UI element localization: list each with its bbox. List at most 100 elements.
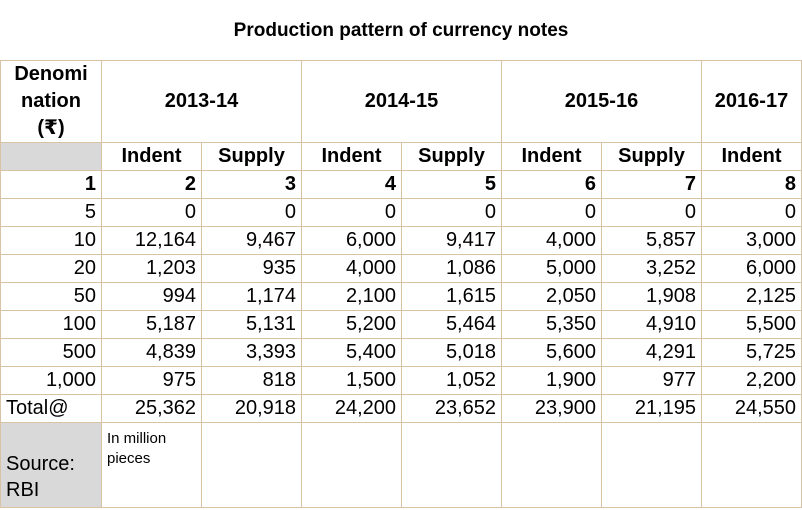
year-header-row: Denomi nation (₹) 2013-14 2014-15 2015-1… [0,60,802,143]
value-cell: 12,164 [101,226,202,255]
value-cell: 818 [201,366,302,395]
value-cell: 4,000 [301,254,402,283]
value-cell: 3,252 [601,254,702,283]
value-cell: 5,600 [501,338,602,367]
total-value-cell: 23,900 [501,394,602,423]
denomination-cell: 10 [0,226,102,255]
value-cell: 5,464 [401,310,502,339]
value-cell: 1,900 [501,366,602,395]
currency-production-table: Denomi nation (₹) 2013-14 2014-15 2015-1… [0,60,802,508]
table-row: 20 1,203 935 4,000 1,086 5,000 3,252 6,0… [0,254,802,283]
column-number: 6 [501,170,602,199]
value-cell: 0 [601,198,702,227]
value-cell: 6,000 [701,254,802,283]
subheader-supply: Supply [601,142,702,171]
denomination-cell: 100 [0,310,102,339]
value-cell: 1,086 [401,254,502,283]
source-label: Source: [6,453,75,475]
value-cell: 1,174 [201,282,302,311]
denomination-cell: 5 [0,198,102,227]
column-number: 2 [101,170,202,199]
empty-cell [401,422,502,508]
value-cell: 4,291 [601,338,702,367]
value-cell: 4,839 [101,338,202,367]
total-row: Total@ 25,362 20,918 24,200 23,652 23,90… [0,394,802,423]
total-value-cell: 24,200 [301,394,402,423]
value-cell: 1,615 [401,282,502,311]
year-header-2015-16: 2015-16 [501,60,702,143]
footer-row: Source: RBI In million pieces [0,422,802,508]
value-cell: 5,000 [501,254,602,283]
value-cell: 4,000 [501,226,602,255]
table-row: 100 5,187 5,131 5,200 5,464 5,350 4,910 … [0,310,802,339]
value-cell: 5,725 [701,338,802,367]
value-cell: 9,467 [201,226,302,255]
subheader-indent: Indent [101,142,202,171]
value-cell: 5,350 [501,310,602,339]
empty-cell [701,422,802,508]
value-cell: 5,400 [301,338,402,367]
value-cell: 0 [701,198,802,227]
value-cell: 9,417 [401,226,502,255]
value-cell: 3,393 [201,338,302,367]
empty-cell [501,422,602,508]
table-row: 1,000 975 818 1,500 1,052 1,900 977 2,20… [0,366,802,395]
value-cell: 2,200 [701,366,802,395]
empty-cell [201,422,302,508]
value-cell: 935 [201,254,302,283]
column-number: 8 [701,170,802,199]
subheader-supply: Supply [401,142,502,171]
table-row: 10 12,164 9,467 6,000 9,417 4,000 5,857 … [0,226,802,255]
denomination-header: Denomi nation (₹) [0,60,102,143]
year-header-2013-14: 2013-14 [101,60,302,143]
total-value-cell: 23,652 [401,394,502,423]
table-row: 50 994 1,174 2,100 1,615 2,050 1,908 2,1… [0,282,802,311]
value-cell: 994 [101,282,202,311]
units-note-line2: pieces [107,450,151,467]
total-value-cell: 21,195 [601,394,702,423]
column-number: 3 [201,170,302,199]
denomination-cell: 500 [0,338,102,367]
column-number: 1 [0,170,102,199]
value-cell: 977 [601,366,702,395]
total-label: Total@ [0,394,102,423]
empty-cell [301,422,402,508]
year-header-2016-17: 2016-17 [701,60,802,143]
value-cell: 2,125 [701,282,802,311]
empty-cell [601,422,702,508]
denomination-cell: 1,000 [0,366,102,395]
value-cell: 3,000 [701,226,802,255]
value-cell: 2,050 [501,282,602,311]
column-number: 7 [601,170,702,199]
value-cell: 6,000 [301,226,402,255]
total-value-cell: 25,362 [101,394,202,423]
source-cell: Source: RBI [0,422,102,508]
denomination-header-line1: Denomi [14,63,88,85]
subheader-supply: Supply [201,142,302,171]
value-cell: 1,203 [101,254,202,283]
value-cell: 1,908 [601,282,702,311]
column-number: 4 [301,170,402,199]
value-cell: 0 [401,198,502,227]
value-cell: 2,100 [301,282,402,311]
units-note-cell: In million pieces [101,422,202,508]
value-cell: 4,910 [601,310,702,339]
value-cell: 5,200 [301,310,402,339]
value-cell: 0 [501,198,602,227]
value-cell: 5,018 [401,338,502,367]
value-cell: 0 [301,198,402,227]
units-note-line1: In million [107,430,167,447]
value-cell: 0 [101,198,202,227]
value-cell: 5,500 [701,310,802,339]
denomination-cell: 20 [0,254,102,283]
subheader-row: Indent Supply Indent Supply Indent Suppl… [0,142,802,171]
table-title: Production pattern of currency notes [233,20,569,41]
column-number: 5 [401,170,502,199]
value-cell: 5,131 [201,310,302,339]
subheader-blank-cell [0,142,102,171]
year-header-2014-15: 2014-15 [301,60,502,143]
subheader-indent: Indent [701,142,802,171]
subheader-indent: Indent [501,142,602,171]
source-value: RBI [6,479,40,501]
table-row: 5 0 0 0 0 0 0 0 [0,198,802,227]
